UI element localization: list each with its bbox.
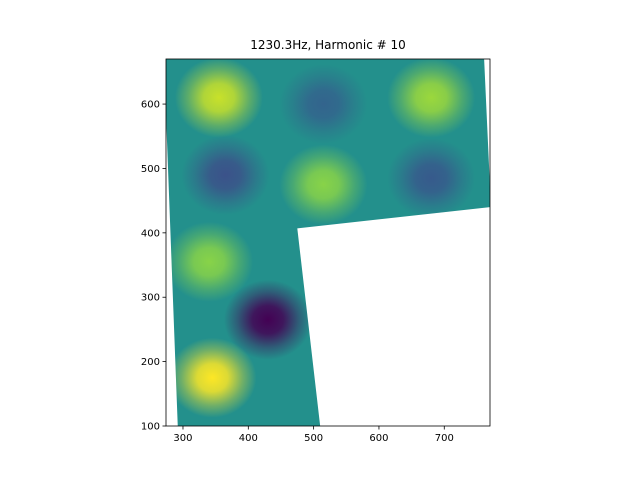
axes-frame (165, 58, 491, 427)
contour-peak (166, 221, 254, 302)
y-tick-label: 500 (141, 164, 160, 175)
x-tick-label: 700 (435, 433, 454, 444)
y-tick-label: 100 (141, 422, 160, 433)
chart-title: 1230.3Hz, Harmonic # 10 (250, 38, 406, 52)
x-tick-label: 400 (239, 433, 258, 444)
x-tick-label: 600 (369, 433, 388, 444)
y-tick-label: 600 (141, 100, 160, 111)
x-tick-label: 500 (304, 433, 323, 444)
y-tick-label: 300 (141, 293, 160, 304)
contour-peak (387, 138, 476, 219)
contour-field (166, 59, 476, 418)
contour-peak (387, 59, 476, 138)
x-tick-label: 300 (173, 433, 192, 444)
contour-peak (223, 279, 312, 360)
y-tick-label: 200 (141, 357, 160, 368)
contour-peak (279, 144, 368, 225)
contour-peak (181, 134, 270, 215)
contour-peak (168, 337, 257, 418)
contour-peak (174, 59, 263, 138)
y-tick-label: 400 (141, 228, 160, 239)
contour-peak (279, 64, 368, 145)
